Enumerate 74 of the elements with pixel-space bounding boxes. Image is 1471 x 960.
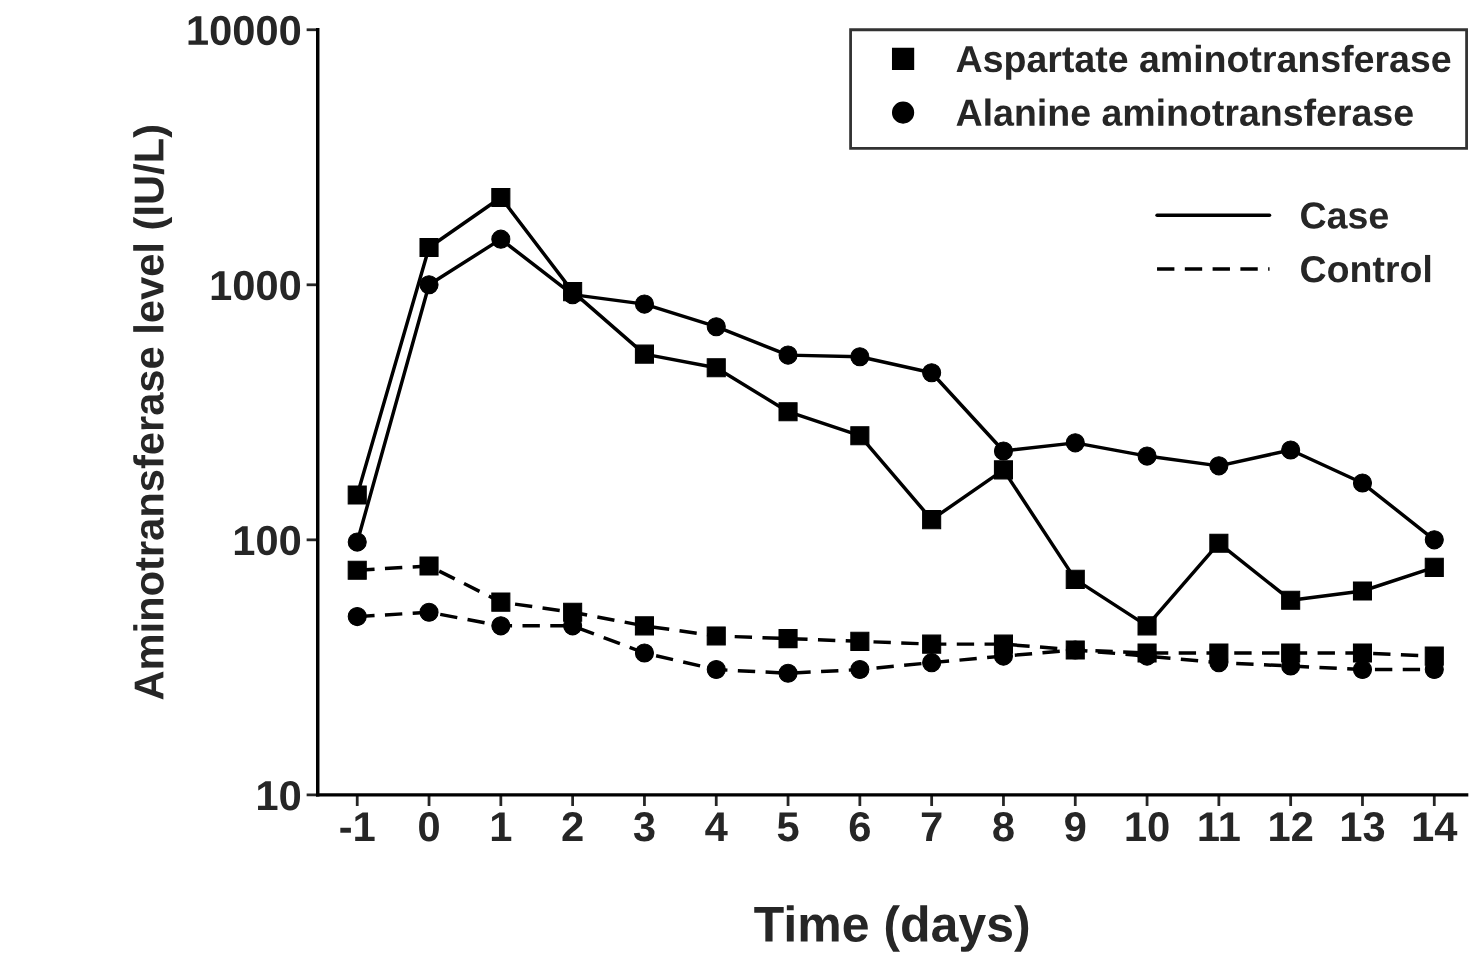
point	[634, 294, 654, 314]
x-tick-label: 6	[849, 811, 870, 842]
x-tick-label: 8	[993, 811, 1014, 842]
point	[491, 187, 511, 208]
point	[706, 626, 726, 646]
legend-label: Alanine aminotransferase	[956, 98, 1413, 127]
x-tick-label: 0	[419, 811, 439, 842]
x-tick-label: 14	[1413, 812, 1458, 842]
point	[850, 347, 870, 367]
point	[419, 556, 439, 576]
x-tick-label: 1	[491, 812, 512, 842]
x-tick-label: -1	[340, 812, 375, 842]
x-axis-title: Time (days)	[754, 905, 1029, 952]
point	[778, 402, 798, 422]
point	[922, 634, 942, 654]
point	[993, 441, 1013, 461]
point	[634, 616, 654, 636]
point	[922, 363, 942, 383]
point	[850, 660, 870, 680]
point	[419, 237, 439, 258]
point	[634, 344, 654, 364]
point	[993, 460, 1013, 480]
point	[1137, 446, 1157, 466]
x-tick-label: 7	[921, 812, 942, 842]
y-axis-title: Aminotransferase level (IU/L)	[133, 126, 173, 700]
point	[1209, 456, 1229, 476]
point	[1065, 569, 1085, 589]
point	[922, 510, 942, 530]
point	[706, 317, 726, 337]
annotation: Control	[1301, 254, 1431, 283]
point	[491, 616, 511, 636]
point	[706, 358, 726, 378]
x-tick-label: 11	[1199, 812, 1240, 842]
point	[347, 532, 367, 552]
point	[778, 629, 798, 649]
point	[491, 592, 511, 612]
x-tick-label: 13	[1341, 811, 1385, 842]
point	[634, 643, 654, 663]
point	[1137, 616, 1157, 636]
point	[1424, 530, 1444, 550]
annotation: Case	[1301, 202, 1388, 229]
point	[850, 426, 870, 446]
x-tick-label: 5	[777, 812, 799, 842]
point	[1424, 557, 1444, 577]
point	[1281, 590, 1301, 610]
point	[491, 229, 511, 249]
point	[347, 607, 367, 627]
point	[419, 275, 439, 295]
point	[347, 560, 367, 580]
point	[1352, 643, 1373, 663]
point	[778, 345, 798, 365]
point	[778, 663, 798, 683]
point	[1209, 533, 1229, 553]
y-tick-label: 10000	[188, 15, 301, 46]
x-tick-label: 12	[1270, 811, 1313, 842]
point	[419, 602, 439, 622]
point	[347, 485, 367, 505]
point	[922, 653, 942, 673]
point	[1352, 660, 1373, 680]
x-tick-label: 10	[1126, 811, 1169, 842]
x-tick-label: 3	[633, 811, 655, 842]
x-tick-label: 4	[705, 812, 728, 842]
y-tick-label: 1000	[211, 270, 301, 301]
y-tick-label: 10	[258, 780, 301, 811]
point	[850, 631, 870, 651]
point	[1352, 473, 1373, 493]
legend-label: Aspartate aminotransferase	[956, 44, 1451, 80]
point	[1352, 581, 1373, 601]
y-tick-label: 100	[234, 525, 301, 556]
x-tick-label: 9	[1065, 811, 1086, 842]
point	[706, 660, 726, 680]
x-tick-label: 2	[562, 811, 583, 842]
point	[1065, 433, 1085, 453]
point	[1281, 440, 1301, 460]
